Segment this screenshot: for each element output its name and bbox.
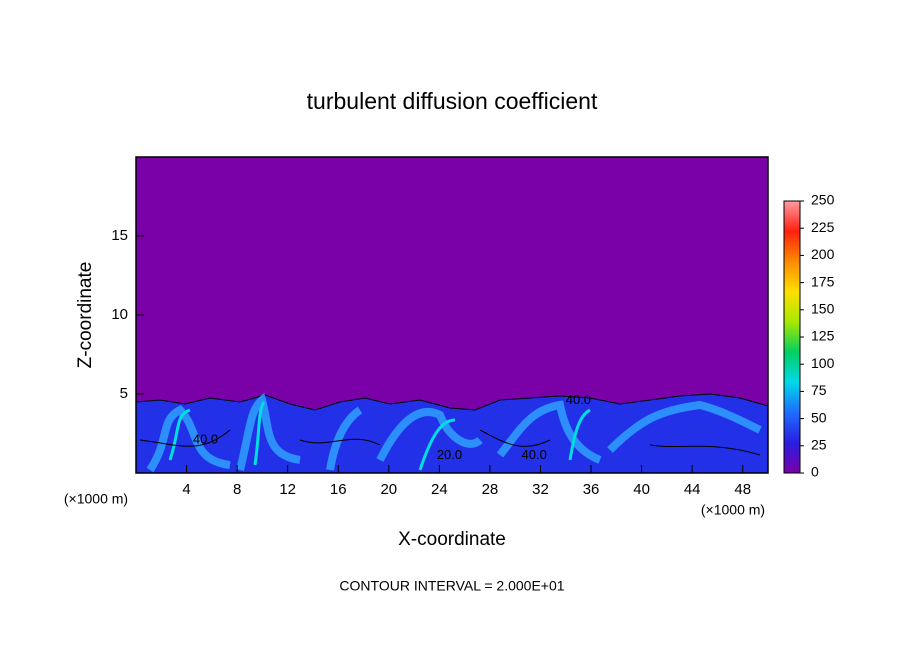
colorbar-tick-label: 75 [811, 382, 827, 398]
colorbar-tick-label: 150 [811, 301, 835, 317]
colorbar [783, 200, 801, 474]
colorbar-tick-label: 25 [811, 437, 827, 453]
colorbar-tick-label: 0 [811, 464, 819, 480]
x-tick-label: 28 [482, 481, 499, 498]
y-tick-label: 10 [111, 306, 128, 323]
colorbar-tick-label: 100 [811, 355, 835, 371]
x-tick-label: 4 [182, 481, 190, 498]
x-tick-label: 32 [532, 481, 549, 498]
y-tick-label: 5 [120, 385, 128, 402]
colorbar-tick-label: 125 [811, 328, 835, 344]
x-tick-label: 16 [330, 481, 347, 498]
y-unit-label: (×1000 m) [64, 491, 128, 507]
contour-label: 20.0 [437, 447, 462, 462]
colorbar-tick-label: 50 [811, 409, 827, 425]
x-tick-label: 24 [431, 481, 448, 498]
field-shading [136, 392, 768, 473]
x-tick-label: 48 [734, 481, 751, 498]
contour-label: 40.0 [522, 447, 547, 462]
colorbar-tick-label: 200 [811, 246, 835, 262]
x-tick-label: 12 [279, 481, 296, 498]
footer-note: CONTOUR INTERVAL = 2.000E+01 [339, 578, 564, 594]
x-tick-label: 20 [380, 481, 397, 498]
colorbar-tick-label: 250 [811, 192, 835, 208]
colorbar-tick-label: 175 [811, 273, 835, 289]
y-axis-label: Z-coordinate [75, 262, 96, 369]
y-tick-label: 15 [111, 227, 128, 244]
x-tick-label: 36 [583, 481, 600, 498]
x-axis-label: X-coordinate [398, 529, 506, 550]
chart-title: turbulent diffusion coefficient [307, 88, 598, 114]
x-tick-label: 44 [684, 481, 701, 498]
colorbar-tick-label: 225 [811, 219, 835, 235]
contour-label: 40.0 [193, 431, 218, 446]
x-tick-label: 8 [233, 481, 241, 498]
contour-label: 40.0 [566, 392, 591, 407]
x-tick-label: 40 [633, 481, 650, 498]
x-unit-label: (×1000 m) [701, 502, 765, 518]
